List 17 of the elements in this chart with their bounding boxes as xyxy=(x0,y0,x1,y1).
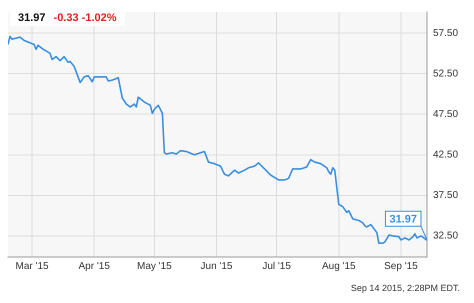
chart-subtitle: -0.33 -1.02% xyxy=(54,12,117,24)
text: Sep 14 2015, 2:28PM EDT. xyxy=(350,283,460,293)
x-tick-label: Mar '15 xyxy=(16,260,50,272)
x-tick-label: May '15 xyxy=(136,260,172,272)
annotation: 31.97 xyxy=(389,214,417,226)
x-tick-label: Jul '15 xyxy=(262,260,292,272)
x-tick-label: Sep '15 xyxy=(384,260,418,272)
x-tick-label: Apr '15 xyxy=(78,260,110,272)
y-tick-label: 47.50 xyxy=(432,108,458,120)
y-tick-label: 37.50 xyxy=(432,190,458,202)
x-tick-label: Jun '15 xyxy=(200,260,233,272)
x-tick-label: Aug '15 xyxy=(322,260,356,272)
y-tick-label: 32.50 xyxy=(432,230,458,242)
y-tick-label: 42.50 xyxy=(432,150,458,161)
y-tick-label: 52.50 xyxy=(432,68,458,80)
y-tick-label: 57.50 xyxy=(432,28,458,39)
chart-title: 31.97 xyxy=(18,12,46,24)
